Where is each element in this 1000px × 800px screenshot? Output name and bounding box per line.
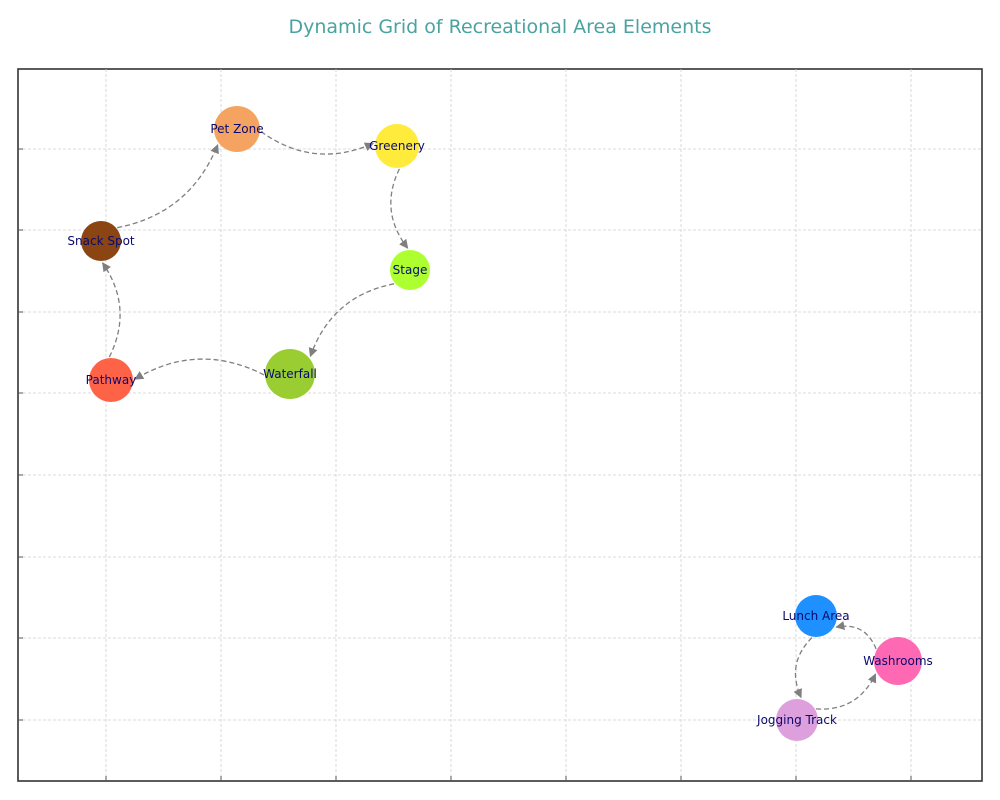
node-circle-waterfall[interactable] <box>265 349 315 399</box>
node-label-greenery: Greenery <box>369 139 425 153</box>
node-circle-pathway[interactable] <box>89 358 133 402</box>
node-label-pathway: Pathway <box>86 373 137 387</box>
node-pathway[interactable]: Pathway <box>86 358 137 402</box>
node-circle-jogging-track[interactable] <box>776 699 818 741</box>
edge-greenery-to-stage <box>390 168 409 249</box>
node-circle-lunch-area[interactable] <box>795 595 837 637</box>
node-label-pet-zone: Pet Zone <box>210 122 263 136</box>
node-washrooms[interactable]: Washrooms <box>863 637 933 685</box>
edge-lunch-area-to-jogging-track <box>793 637 813 699</box>
node-circle-pet-zone[interactable] <box>214 106 260 152</box>
node-circle-stage[interactable] <box>390 250 430 290</box>
edge-waterfall-to-pathway <box>134 358 265 380</box>
plot-frame <box>17 68 983 782</box>
node-snack-spot[interactable]: Snack Spot <box>67 221 135 261</box>
node-pet-zone[interactable]: Pet Zone <box>210 106 264 152</box>
edge-snack-spot-to-pet-zone <box>117 144 219 229</box>
node-stage[interactable]: Stage <box>390 250 430 290</box>
node-label-lunch-area: Lunch Area <box>782 609 849 623</box>
node-jogging-track[interactable]: Jogging Track <box>756 699 837 741</box>
edge-jogging-track-to-washrooms <box>815 673 877 710</box>
grid-lines <box>18 69 982 781</box>
node-circle-washrooms[interactable] <box>874 637 922 685</box>
node-circle-snack-spot[interactable] <box>81 221 121 261</box>
edge-stage-to-waterfall <box>308 283 395 358</box>
node-label-waterfall: Waterfall <box>263 367 317 381</box>
axis-ticks <box>18 148 912 781</box>
diagram-title: Dynamic Grid of Recreational Area Elemen… <box>289 16 712 38</box>
node-waterfall[interactable]: Waterfall <box>263 349 317 399</box>
node-label-snack-spot: Snack Spot <box>67 234 135 248</box>
edge-washrooms-to-lunch-area <box>835 621 877 650</box>
edge-pathway-to-snack-spot <box>102 262 121 358</box>
node-circle-greenery[interactable] <box>375 124 419 168</box>
node-lunch-area[interactable]: Lunch Area <box>782 595 850 637</box>
node-greenery[interactable]: Greenery <box>369 124 425 168</box>
node-label-jogging-track: Jogging Track <box>756 713 837 727</box>
nodes: Pet Zone Greenery Snack Spot Stage Pathway Wa… <box>67 106 933 741</box>
node-label-washrooms: Washrooms <box>863 654 933 668</box>
node-label-stage: Stage <box>393 263 428 277</box>
edge-pet-zone-to-greenery <box>260 130 374 155</box>
edges <box>102 130 877 710</box>
